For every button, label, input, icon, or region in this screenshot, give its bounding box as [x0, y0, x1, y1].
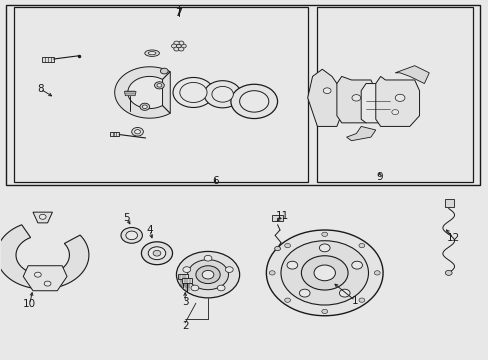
- Bar: [317, 7, 472, 182]
- Circle shape: [183, 267, 190, 273]
- Circle shape: [358, 298, 364, 302]
- Text: 11: 11: [275, 211, 288, 221]
- Circle shape: [301, 256, 347, 290]
- Circle shape: [173, 47, 179, 51]
- Bar: [271, 215, 283, 221]
- Circle shape: [160, 68, 168, 74]
- Polygon shape: [375, 76, 419, 126]
- Circle shape: [211, 86, 233, 102]
- Circle shape: [141, 242, 172, 265]
- Circle shape: [140, 103, 149, 111]
- Circle shape: [191, 285, 198, 291]
- Text: 7: 7: [175, 8, 182, 18]
- Polygon shape: [109, 132, 119, 136]
- Circle shape: [284, 243, 290, 248]
- Circle shape: [196, 266, 220, 284]
- Polygon shape: [336, 76, 375, 123]
- Circle shape: [284, 298, 290, 302]
- Text: 4: 4: [146, 225, 153, 235]
- Circle shape: [203, 255, 211, 261]
- Circle shape: [176, 251, 239, 298]
- Text: 9: 9: [376, 172, 382, 182]
- Circle shape: [230, 84, 277, 118]
- Circle shape: [358, 243, 364, 248]
- Text: 3: 3: [182, 297, 188, 307]
- Polygon shape: [33, 212, 52, 223]
- Circle shape: [202, 270, 213, 279]
- Circle shape: [173, 41, 179, 45]
- Circle shape: [266, 230, 382, 316]
- Text: 1: 1: [351, 296, 358, 306]
- Circle shape: [319, 244, 329, 252]
- Polygon shape: [124, 91, 136, 96]
- Circle shape: [121, 228, 142, 243]
- Circle shape: [217, 285, 224, 291]
- Circle shape: [299, 289, 309, 297]
- Circle shape: [373, 271, 379, 275]
- Circle shape: [269, 271, 275, 275]
- Text: 10: 10: [23, 299, 36, 309]
- Circle shape: [351, 261, 362, 269]
- Circle shape: [239, 91, 268, 112]
- Polygon shape: [162, 72, 170, 113]
- Polygon shape: [178, 274, 187, 279]
- Polygon shape: [307, 69, 346, 126]
- Circle shape: [323, 88, 330, 94]
- Circle shape: [286, 261, 297, 269]
- Ellipse shape: [144, 50, 159, 57]
- Circle shape: [134, 130, 140, 134]
- Circle shape: [44, 281, 51, 286]
- Text: 12: 12: [446, 233, 459, 243]
- Bar: [6, 5, 479, 185]
- Circle shape: [274, 247, 280, 251]
- Text: 8: 8: [37, 84, 43, 94]
- Circle shape: [351, 95, 360, 101]
- Polygon shape: [23, 266, 67, 291]
- Circle shape: [178, 41, 183, 45]
- Circle shape: [394, 94, 404, 102]
- Circle shape: [225, 267, 233, 273]
- Polygon shape: [0, 225, 89, 289]
- Polygon shape: [361, 84, 394, 123]
- Circle shape: [148, 247, 165, 260]
- Circle shape: [321, 309, 327, 314]
- Circle shape: [39, 214, 46, 219]
- Polygon shape: [346, 126, 375, 141]
- Text: 5: 5: [123, 213, 130, 223]
- Circle shape: [157, 84, 162, 87]
- Ellipse shape: [148, 51, 156, 55]
- Polygon shape: [115, 67, 170, 118]
- Circle shape: [203, 81, 241, 108]
- Circle shape: [180, 82, 206, 103]
- Circle shape: [131, 127, 143, 136]
- Circle shape: [187, 260, 228, 290]
- Circle shape: [171, 44, 177, 48]
- Circle shape: [281, 241, 368, 305]
- Text: 6: 6: [212, 176, 218, 186]
- Bar: [14, 7, 307, 182]
- Circle shape: [153, 250, 161, 256]
- Circle shape: [154, 82, 164, 89]
- Polygon shape: [42, 57, 54, 62]
- Circle shape: [445, 270, 451, 275]
- Circle shape: [178, 47, 183, 51]
- Circle shape: [125, 231, 137, 240]
- Circle shape: [321, 232, 327, 237]
- Bar: [444, 199, 453, 207]
- Text: 7: 7: [175, 6, 182, 19]
- Circle shape: [176, 44, 181, 48]
- Circle shape: [391, 110, 398, 114]
- Polygon shape: [182, 278, 192, 283]
- Circle shape: [313, 265, 335, 281]
- Circle shape: [181, 44, 186, 48]
- Polygon shape: [394, 66, 428, 84]
- Text: 2: 2: [182, 321, 188, 331]
- Circle shape: [173, 77, 213, 108]
- Circle shape: [34, 272, 41, 277]
- Circle shape: [339, 289, 349, 297]
- Circle shape: [142, 105, 147, 109]
